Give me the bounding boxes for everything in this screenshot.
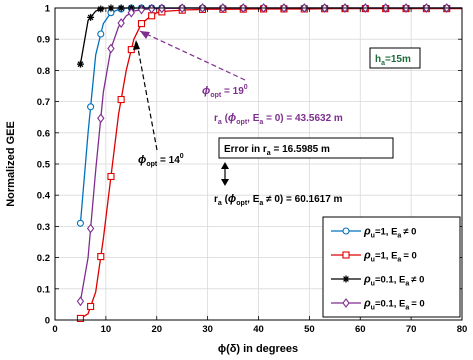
legend-marker bbox=[342, 275, 350, 283]
y-tick-label: 0.3 bbox=[37, 222, 50, 233]
legend-label: ρu=0.1, Ea = 0 bbox=[363, 298, 425, 312]
legend-marker bbox=[342, 227, 350, 235]
y-tick-label: 0.7 bbox=[37, 97, 50, 108]
x-tick-label: 70 bbox=[406, 324, 417, 335]
series-marker bbox=[117, 95, 125, 104]
error-label: Error in ra = 16.5985 m bbox=[224, 144, 330, 157]
phi-opt-14-arrowhead bbox=[133, 40, 140, 50]
error-box bbox=[218, 137, 394, 159]
axis-ticks: 0 10 20 30 40 50 60 70 80 0 0.1 0.2 0.3 0.4 0.5 0.6 0.7 0… bbox=[37, 4, 468, 336]
series-marker bbox=[107, 172, 115, 181]
series-marker bbox=[137, 20, 146, 28]
ra-nonzero-annotation: ra (ϕopt, Ea ≠ 0) = 60.1617 m bbox=[214, 193, 343, 207]
ra-nonzero-label: ra (ϕopt, Ea ≠ 0) = 60.1617 m bbox=[214, 193, 343, 207]
phi-opt-14-arrow-line bbox=[136, 42, 158, 151]
ra-zero-label: ra (ϕopt, Ea = 0) = 43.5632 m bbox=[214, 112, 343, 126]
series-marker bbox=[76, 219, 84, 227]
x-tick-label: 0 bbox=[52, 324, 57, 335]
y-tick-label: 0.9 bbox=[37, 35, 50, 46]
series-marker bbox=[87, 302, 95, 311]
series-marker bbox=[87, 103, 95, 111]
x-tick-label: 50 bbox=[304, 324, 315, 335]
series-marker bbox=[76, 296, 85, 307]
error-arrowhead-down bbox=[221, 179, 229, 186]
y-tick-label: 1 bbox=[45, 4, 51, 15]
y-tick-label: 0.1 bbox=[37, 284, 51, 295]
legend-label: ρu=1, Ea = 0 bbox=[363, 250, 417, 264]
legend-marker bbox=[342, 298, 350, 308]
y-tick-label: 0.4 bbox=[37, 191, 51, 202]
legend-label: ρu=0.1, Ea ≠ 0 bbox=[363, 274, 424, 288]
error-annotation: Error in ra = 16.5985 m bbox=[218, 137, 394, 159]
legend-marker bbox=[342, 251, 350, 259]
legend: ρu=1, Ea ≠ 0 ρu=1, Ea = 0 ρu=0.1, Ea ≠ 0 ρu=0.… bbox=[322, 216, 461, 318]
x-axis-label: ϕ(δ) in degrees bbox=[218, 343, 298, 355]
legend-label: ρu=1, Ea ≠ 0 bbox=[363, 226, 416, 240]
series-marker bbox=[97, 30, 105, 38]
series-marker bbox=[86, 223, 95, 234]
phi-opt-19-arrow-line bbox=[139, 30, 246, 81]
series-marker bbox=[127, 7, 135, 18]
error-arrowhead-up bbox=[221, 162, 229, 169]
x-tick-label: 40 bbox=[253, 324, 264, 335]
y-tick-label: 0.2 bbox=[37, 253, 50, 264]
x-tick-label: 60 bbox=[355, 324, 366, 335]
x-tick-label: 10 bbox=[101, 324, 112, 335]
phi-opt-14-annotation: ϕopt = 140 bbox=[133, 40, 184, 168]
y-tick-label: 0.6 bbox=[37, 128, 50, 139]
error-double-arrow bbox=[221, 162, 229, 186]
x-tick-label: 20 bbox=[151, 324, 162, 335]
x-tick-label: 30 bbox=[202, 324, 213, 335]
y-tick-label: 0.5 bbox=[37, 160, 51, 171]
ha-annotation: ha=15m bbox=[369, 47, 421, 69]
series-marker bbox=[76, 314, 84, 322]
phi-opt-19-annotation: ϕopt = 190 bbox=[139, 30, 248, 99]
series-marker bbox=[147, 3, 156, 14]
y-tick-label: 0 bbox=[45, 316, 50, 327]
phi-opt-19-label: ϕopt = 190 bbox=[202, 84, 248, 99]
y-axis-label: Normalized GEE bbox=[5, 121, 17, 207]
series-marker bbox=[76, 60, 84, 68]
series-marker bbox=[97, 113, 105, 124]
ha-box bbox=[369, 47, 421, 69]
series-marker bbox=[107, 43, 115, 54]
phi-opt-19-arrowhead bbox=[140, 31, 150, 39]
x-tick-label: 80 bbox=[457, 324, 468, 335]
series-marker bbox=[97, 5, 105, 13]
series-marker bbox=[97, 253, 105, 261]
y-tick-label: 0.8 bbox=[37, 66, 50, 77]
series-marker bbox=[87, 13, 95, 21]
phi-opt-14-label: ϕopt = 140 bbox=[138, 153, 184, 168]
series-marker bbox=[117, 18, 125, 28]
ha-label: ha=15m bbox=[375, 54, 411, 67]
ra-zero-annotation: ra (ϕopt, Ea = 0) = 43.5632 m bbox=[214, 112, 343, 126]
